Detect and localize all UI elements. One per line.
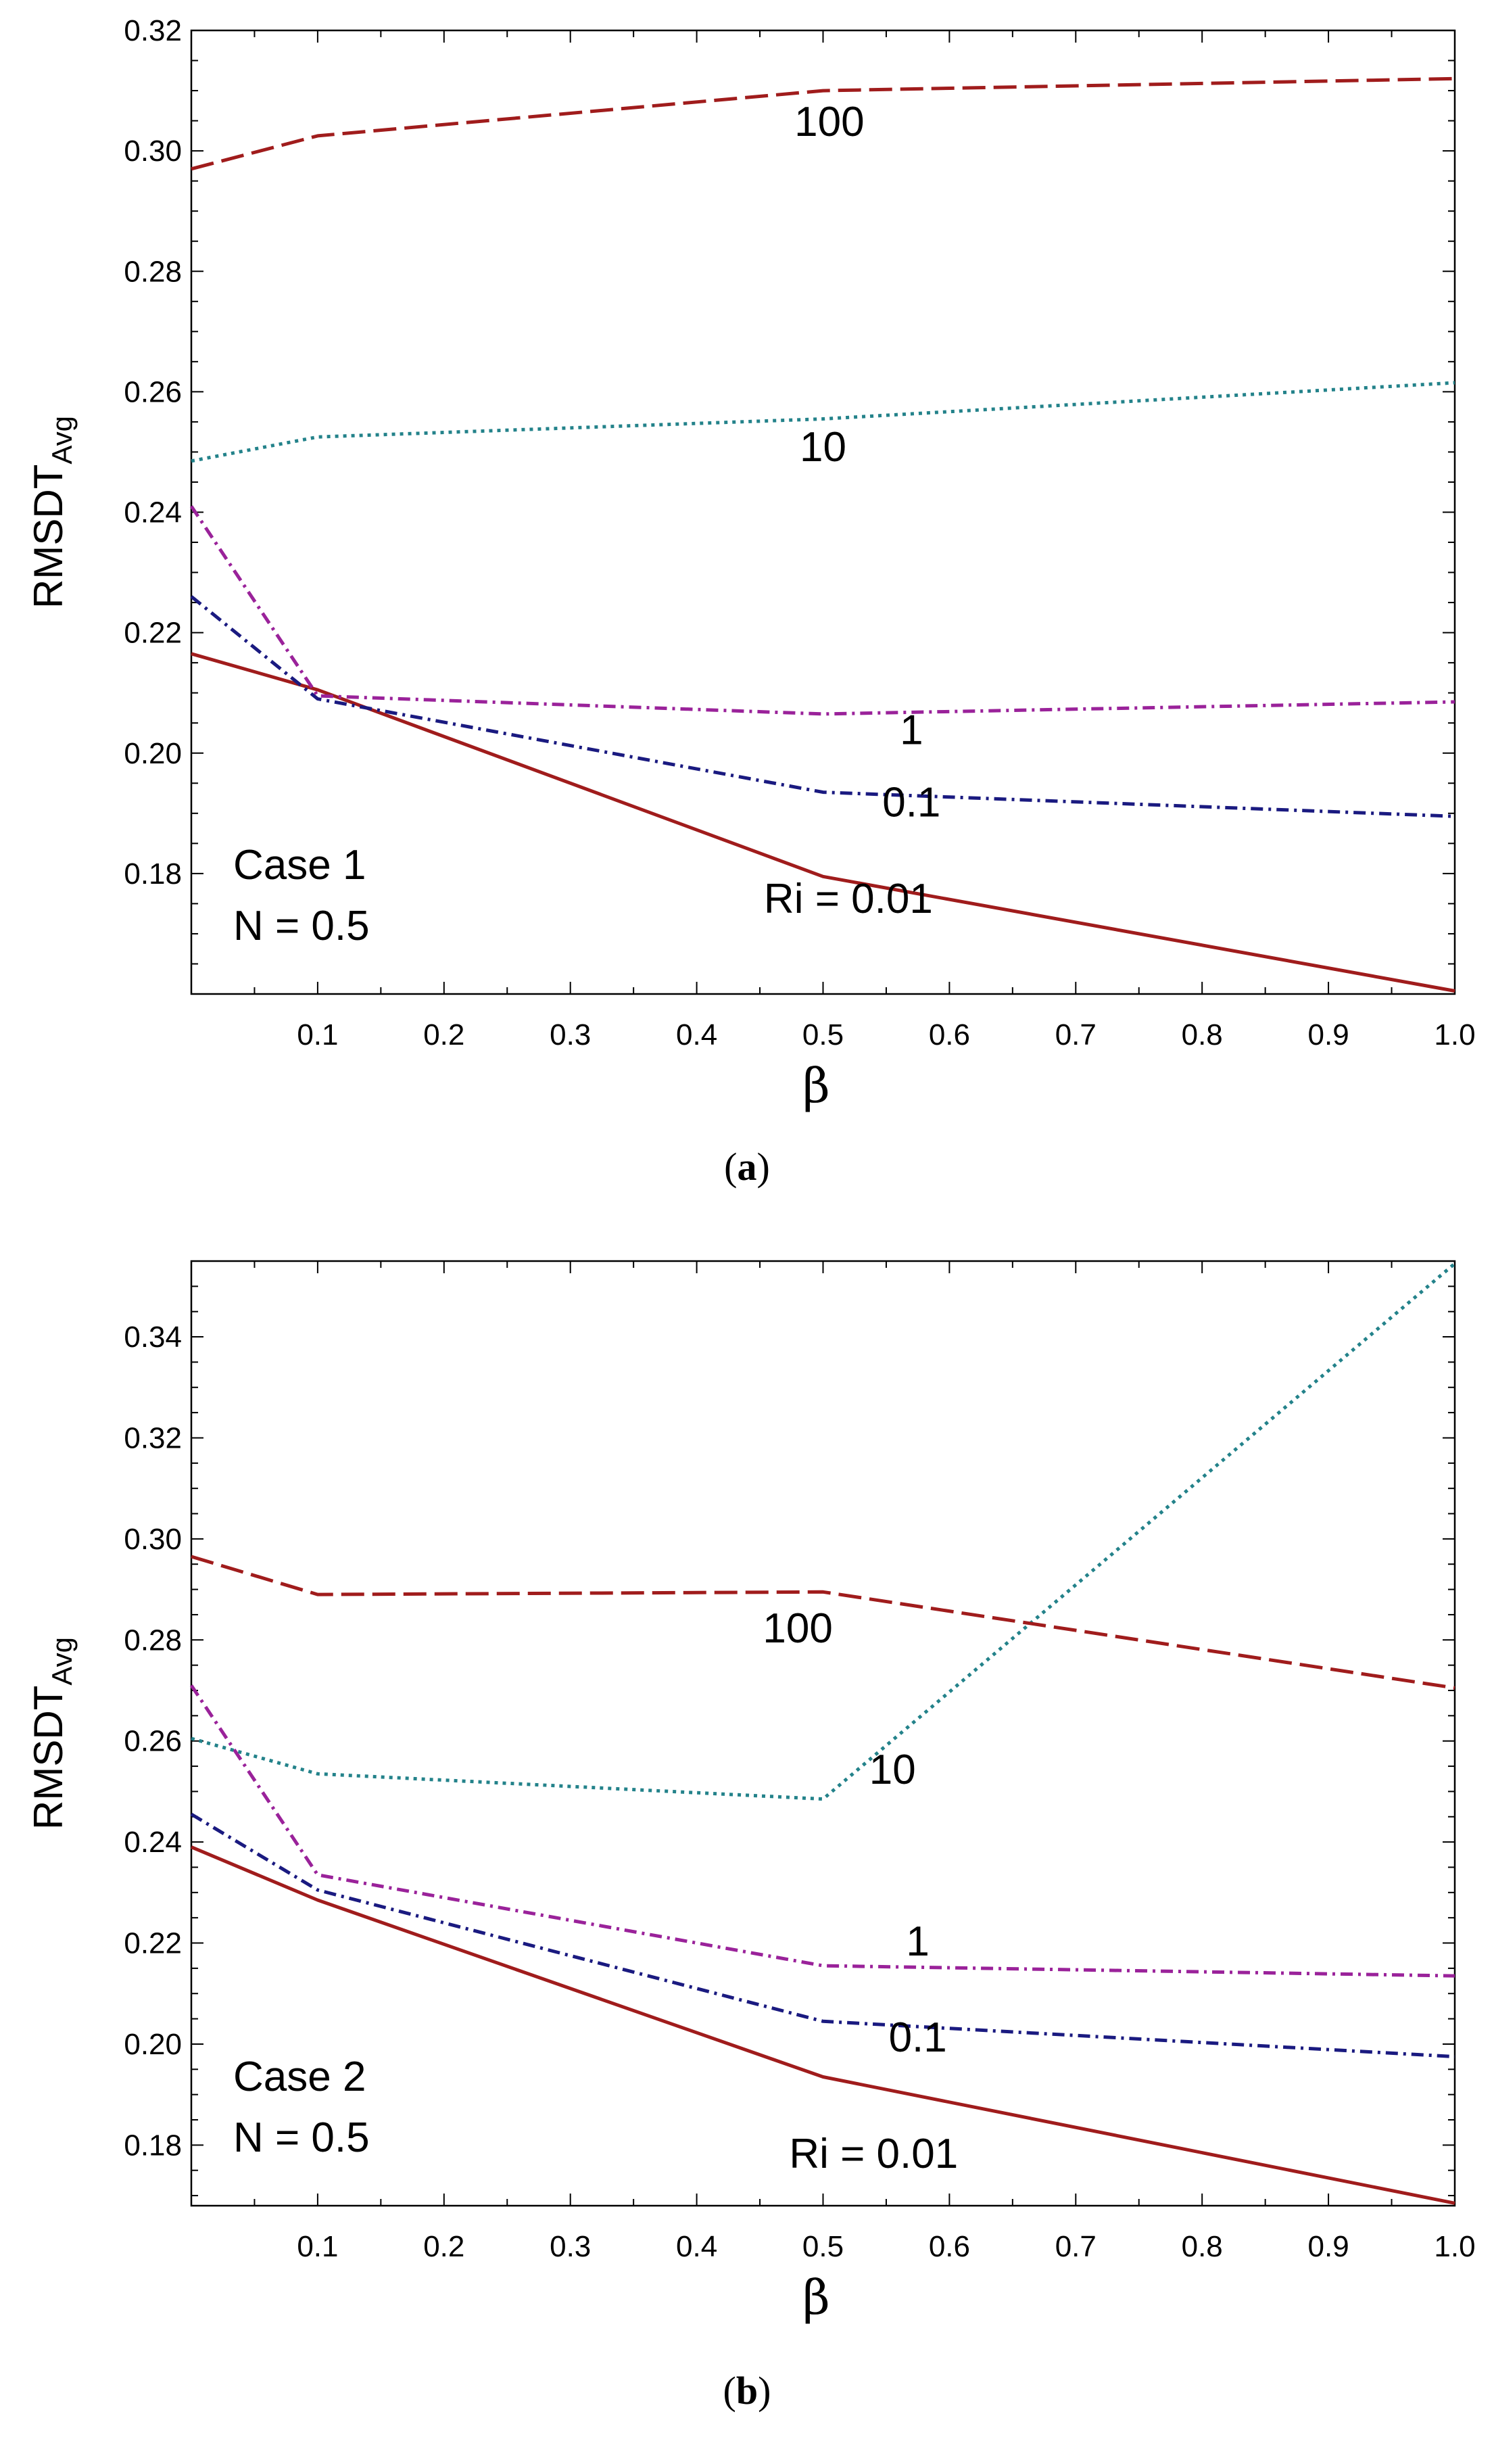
- y-axis-label: RMSDTAvg: [26, 416, 78, 609]
- y-tick-label: 0.28: [124, 255, 182, 288]
- x-tick-label: 0.1: [297, 2230, 338, 2263]
- series-line-4: [191, 1555, 1455, 1690]
- y-tick-label: 0.30: [124, 135, 182, 168]
- x-tick-label: 0.7: [1055, 1018, 1097, 1051]
- series-label: 0.1: [889, 2014, 947, 2061]
- x-tick-label: 0.9: [1308, 2230, 1349, 2263]
- series-label: 10: [800, 424, 846, 471]
- caption-letter: b: [736, 2369, 758, 2413]
- y-tick-label: 0.18: [124, 857, 182, 891]
- y-axis-label: RMSDTAvg: [26, 1637, 78, 1830]
- series-line-1: [190, 595, 1455, 818]
- chart-a: 0.1 0.2 0.3 0.4 0.5 0.6 0.7 0.8 0.9 1.0 0.18 0.20 0.…: [26, 14, 1476, 1189]
- x-tick-label: 0.4: [676, 2230, 717, 2263]
- y-tick-label: 0.18: [124, 2129, 182, 2162]
- x-tick-label: 1.0: [1434, 1018, 1475, 1051]
- series-label: 0.1: [882, 779, 940, 826]
- x-tick-label: 0.1: [297, 1018, 338, 1051]
- x-tick-label: 0.6: [929, 1018, 970, 1051]
- series-label: 100: [763, 1605, 832, 1652]
- y-axis-label-sub: Avg: [46, 416, 78, 465]
- chart-b: 0.1 0.2 0.3 0.4 0.5 0.6 0.7 0.8 0.9 1.0 0.18 0.20 0.…: [26, 1260, 1476, 2413]
- series-label: Ri = 0.01: [764, 876, 933, 922]
- x-tick-label: 0.2: [423, 2230, 464, 2263]
- series-line-1: [190, 1812, 1455, 2059]
- series-label: 1: [906, 1918, 929, 1965]
- y-axis-label-main: RMSDT: [26, 1686, 71, 1830]
- x-tick-label: 0.9: [1308, 1018, 1349, 1051]
- x-tick-label: 0.5: [802, 2230, 844, 2263]
- case-label: Case 2: [233, 2054, 366, 2100]
- x-tick-label: 0.3: [550, 2230, 591, 2263]
- series-label: 100: [794, 99, 864, 145]
- x-tick-label: 0.4: [676, 1018, 717, 1051]
- y-tick-label: 0.32: [124, 14, 182, 47]
- plot-frame: [190, 1260, 1456, 2207]
- y-tick-label: 0.26: [124, 1725, 182, 1758]
- y-tick-label: 0.22: [124, 617, 182, 650]
- series-line-0: [191, 1845, 1455, 2205]
- caption-paren-open: (: [724, 1145, 737, 1189]
- x-tick-label: 0.2: [423, 1018, 464, 1051]
- x-tick-label: 1.0: [1434, 2230, 1475, 2263]
- y-tick-label: 0.28: [124, 1624, 182, 1657]
- plot-frame: [190, 29, 1456, 995]
- caption-paren-close: ): [757, 1145, 770, 1189]
- x-tick-label: 0.8: [1182, 2230, 1223, 2263]
- y-tick-label: 0.24: [124, 1826, 182, 1859]
- series-line-3: [191, 1262, 1456, 1801]
- x-tick-label: 0.6: [929, 2230, 970, 2263]
- caption-paren-close: ): [758, 2369, 771, 2413]
- subfigure-caption: (a): [724, 1145, 770, 1189]
- y-tick-label: 0.26: [124, 375, 182, 408]
- x-tick-label: 0.3: [550, 1018, 591, 1051]
- x-tick-label: 0.5: [802, 1018, 844, 1051]
- case-label: Case 1: [233, 842, 366, 889]
- y-axis-label-sub: Avg: [46, 1637, 78, 1686]
- y-tick-label: 0.32: [124, 1421, 182, 1454]
- series-line-3: [191, 381, 1455, 463]
- y-tick-label: 0.30: [124, 1523, 182, 1556]
- series-label: 1: [900, 707, 923, 753]
- series-label: 10: [869, 1747, 916, 1793]
- n-label: N = 0.5: [233, 903, 370, 949]
- caption-letter: a: [738, 1145, 757, 1189]
- series-label: Ri = 0.01: [789, 2131, 958, 2177]
- x-tick-label: 0.7: [1055, 2230, 1097, 2263]
- series-line-2: [189, 505, 1455, 716]
- x-tick-label: 0.8: [1182, 1018, 1223, 1051]
- y-tick-label: 0.34: [124, 1321, 182, 1354]
- caption-paren-open: (: [723, 2369, 736, 2413]
- x-axis-label: β: [802, 1058, 829, 1114]
- series-line-0: [191, 652, 1455, 993]
- y-tick-label: 0.22: [124, 1927, 182, 1960]
- subfigure-caption: (b): [723, 2369, 771, 2413]
- y-tick-label: 0.20: [124, 2028, 182, 2061]
- x-axis-label: β: [802, 2270, 829, 2325]
- y-axis-label-main: RMSDT: [26, 465, 71, 609]
- series-line-4: [191, 76, 1455, 171]
- series-line-2: [189, 1684, 1455, 1978]
- n-label: N = 0.5: [233, 2114, 370, 2161]
- y-tick-label: 0.20: [124, 737, 182, 770]
- y-tick-label: 0.24: [124, 496, 182, 529]
